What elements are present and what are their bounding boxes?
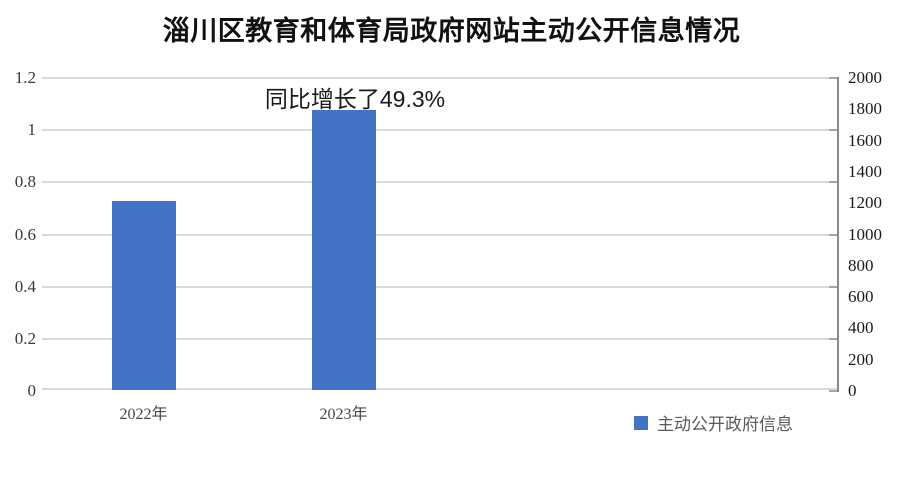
x-axis-label-2022年: 2022年 — [119, 406, 168, 423]
y-axis-left-tick-label: 0.6 — [14, 225, 36, 244]
right-axis-tick — [829, 390, 837, 392]
y-axis-right-tick-label: 800 — [848, 255, 874, 275]
gridline — [42, 388, 838, 390]
bar-2023年[interactable] — [311, 110, 376, 390]
y-axis-right-tick-label: 600 — [848, 287, 874, 307]
right-axis-tick — [829, 77, 837, 79]
right-axis-tick — [829, 286, 837, 288]
plot-area — [42, 77, 838, 390]
y-axis-right-tick-label: 1200 — [848, 193, 882, 213]
gridline — [42, 129, 838, 131]
x-axis-label-2023年: 2023年 — [319, 406, 368, 423]
bar-2022年[interactable] — [111, 201, 176, 390]
y-axis-right-tick-label: 1000 — [848, 224, 882, 244]
right-axis-tick — [829, 181, 837, 183]
legend-label: 主动公开政府信息 — [657, 415, 793, 434]
chart-title: 淄川区教育和体育局政府网站主动公开信息情况 — [162, 16, 741, 46]
y-axis-left-tick-label: 0.8 — [14, 172, 36, 191]
y-axis-left-tick-label: 0 — [27, 381, 37, 400]
gridline — [42, 181, 838, 183]
y-axis-right: 2000 1800 1600 1400 1200 1000 800 600 400 200 0 — [848, 69, 903, 399]
y-axis-left-tick-label: 1.2 — [14, 68, 36, 87]
y-axis-left-tick-label: 0.4 — [14, 277, 36, 296]
legend-swatch-icon — [634, 415, 648, 430]
right-axis-line — [837, 77, 839, 392]
gridline — [42, 338, 838, 340]
y-axis-left-tick-label: 0.2 — [14, 329, 36, 348]
y-axis-right-tick-label: 2000 — [848, 68, 882, 87]
y-axis-left-tick-label: 1 — [27, 120, 37, 139]
y-axis-left: 1.2 1 0.8 0.6 0.4 0.2 0 — [0, 69, 37, 399]
right-axis-tick — [829, 338, 837, 340]
right-axis-tick — [829, 129, 837, 131]
y-axis-right-tick-label: 1600 — [848, 130, 882, 150]
gridline — [42, 234, 838, 236]
chart-legend: 主动公开政府信息 — [634, 410, 793, 435]
right-axis-tick — [829, 234, 837, 236]
y-axis-right-tick-label: 1800 — [848, 99, 882, 119]
y-axis-right-tick-label: 1400 — [848, 161, 882, 181]
gridline — [42, 77, 838, 79]
gridline — [42, 286, 838, 288]
y-axis-right-tick-label: 200 — [848, 349, 874, 369]
y-axis-right-tick-label: 400 — [848, 318, 874, 338]
y-axis-right-tick-label: 0 — [848, 381, 857, 400]
growth-annotation: 同比增长了49.3% — [264, 86, 446, 112]
